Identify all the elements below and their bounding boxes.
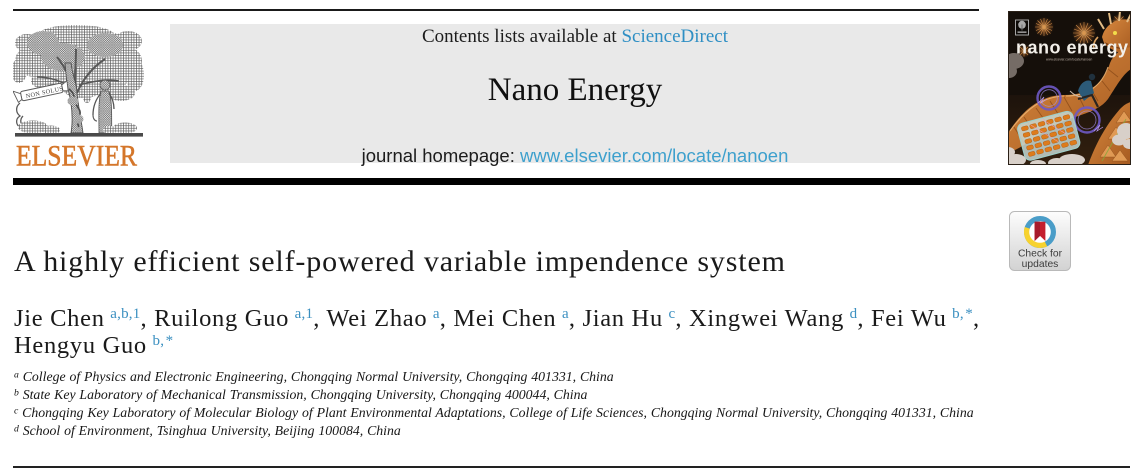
svg-text:www.elsevier.com/locate/nanoen: www.elsevier.com/locate/nanoen [1046,58,1092,62]
svg-text:updates: updates [1022,259,1059,270]
svg-text:nano energy: nano energy [1016,38,1129,58]
svg-text:Check for: Check for [1018,249,1063,260]
svg-text:ELSEVIER: ELSEVIER [16,140,137,169]
